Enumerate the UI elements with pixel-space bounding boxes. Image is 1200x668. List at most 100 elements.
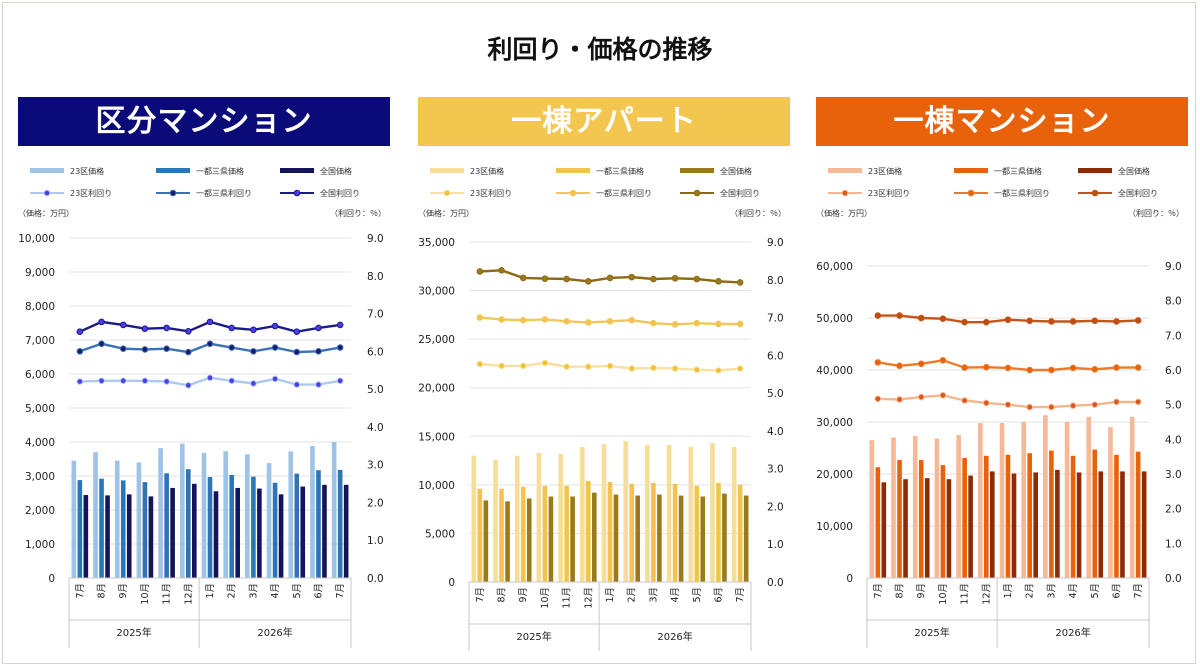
line-marker	[98, 340, 105, 348]
bar	[142, 482, 148, 578]
legend-label: 23区価格	[868, 166, 902, 176]
x-tick-label: 8月	[497, 587, 508, 603]
bar	[520, 486, 526, 582]
line-marker	[519, 362, 527, 370]
bar	[607, 481, 613, 582]
line-marker	[917, 360, 925, 368]
line-marker	[336, 377, 344, 385]
bar	[310, 446, 315, 578]
y2-tick-label: 8.0	[767, 275, 784, 287]
bar	[1076, 472, 1082, 578]
x-tick-label: 7月	[1133, 583, 1144, 599]
legend-bar-swatch	[828, 168, 862, 173]
line-marker	[141, 325, 149, 332]
x-tick-label: 7月	[335, 583, 346, 599]
line-marker	[983, 363, 990, 371]
bar	[657, 494, 662, 582]
line-marker	[896, 312, 903, 319]
legend-marker	[293, 189, 301, 197]
bar	[322, 484, 327, 578]
line-marker	[141, 346, 149, 353]
x-tick-label: 1月	[1003, 583, 1014, 599]
x-tick-label: 8月	[895, 583, 906, 599]
x-tick-label: 6月	[1111, 583, 1122, 599]
bar	[1043, 415, 1048, 578]
line-marker	[1048, 403, 1055, 411]
bar	[536, 452, 542, 582]
y2-tick-label: 5.0	[367, 384, 384, 396]
x-tick-label: 3月	[248, 583, 259, 599]
legend-bar-swatch	[430, 168, 464, 173]
y2-tick-label: 1.0	[1165, 538, 1182, 550]
x-tick-label: 9月	[916, 583, 927, 599]
bar	[207, 477, 213, 578]
line-marker	[1113, 318, 1120, 325]
bar	[940, 465, 946, 578]
bar	[962, 457, 967, 578]
year-label: 2025年	[914, 626, 949, 639]
bar	[623, 441, 628, 582]
panel-header: 一棟マンション	[816, 97, 1188, 146]
bar	[990, 471, 995, 578]
line-marker	[585, 363, 592, 370]
x-tick-label: 2月	[1025, 583, 1036, 599]
x-tick-label: 10月	[540, 587, 551, 609]
y2-tick-label: 6.0	[1165, 365, 1182, 377]
bar	[743, 495, 749, 582]
line-marker	[1026, 403, 1033, 411]
legend-label: 23区価格	[470, 166, 504, 176]
legend-label: 一都三県価格	[196, 166, 244, 176]
legend-label: 一都三県価格	[596, 166, 644, 176]
line-marker	[250, 380, 257, 387]
line-marker	[498, 267, 505, 274]
line-marker	[736, 279, 744, 286]
bar	[956, 435, 961, 578]
bar	[1033, 472, 1038, 578]
year-label: 2025年	[516, 630, 551, 643]
y-tick-label: 3,000	[25, 471, 55, 483]
line-marker	[939, 356, 947, 364]
line-marker	[736, 320, 744, 328]
bar	[77, 480, 83, 578]
line-marker	[336, 321, 344, 329]
y2-tick-label: 6.0	[367, 346, 384, 358]
line-marker	[606, 362, 614, 370]
bar	[737, 484, 743, 582]
bar	[586, 480, 591, 582]
bar	[105, 495, 110, 578]
line-marker	[541, 275, 549, 282]
line-marker	[1069, 364, 1077, 372]
x-tick-label: 7月	[735, 587, 746, 603]
line-marker	[163, 378, 170, 385]
bar	[651, 482, 656, 582]
y2-tick-label: 0.0	[367, 573, 384, 585]
x-tick-label: 12月	[183, 583, 194, 605]
bar	[918, 459, 924, 578]
x-tick-label: 4月	[270, 583, 281, 599]
y-tick-label: 5,000	[425, 528, 455, 540]
bar	[272, 482, 278, 578]
bar	[984, 455, 989, 578]
x-tick-label: 8月	[97, 583, 108, 599]
bar	[881, 482, 887, 578]
bar	[120, 480, 126, 578]
line-marker	[671, 274, 679, 282]
year-label: 2025年	[116, 626, 151, 639]
line-marker	[119, 377, 127, 385]
bar	[722, 493, 727, 582]
bar	[613, 494, 619, 582]
bar	[471, 455, 477, 582]
line-marker	[650, 275, 657, 283]
legend-marker	[43, 189, 51, 197]
bar	[629, 483, 634, 582]
y-tick-label: 0	[448, 577, 455, 589]
y2-tick-label: 2.0	[767, 501, 784, 513]
bar	[978, 423, 983, 578]
line-marker	[541, 316, 549, 323]
legend-label: 全国価格	[1118, 166, 1150, 176]
bar	[186, 469, 191, 578]
y-tick-label: 15,000	[418, 431, 455, 443]
bar	[158, 448, 163, 578]
y-tick-label: 1,000	[25, 539, 55, 551]
line-marker	[498, 362, 505, 370]
